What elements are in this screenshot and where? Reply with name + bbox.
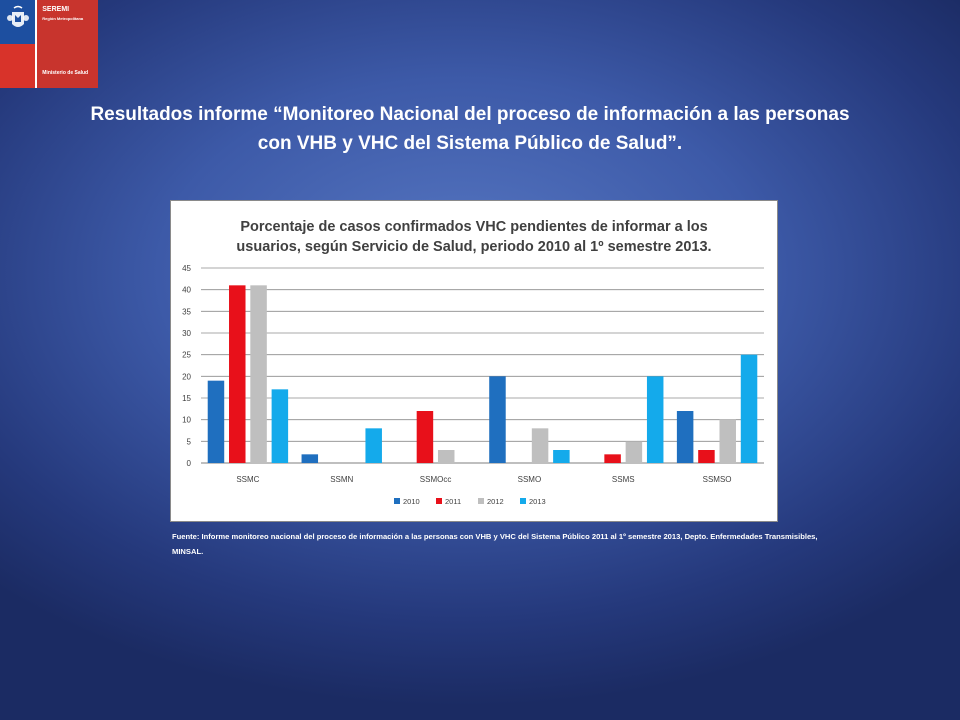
x-axis: SSMC SSMN SSMOcc SSMO SSMS SSMSO <box>236 475 731 484</box>
legend-swatch <box>436 498 442 504</box>
legend-swatch <box>394 498 400 504</box>
bar-ssmo-2013 <box>553 450 570 463</box>
logo-ministry-text: Ministerio de Salud <box>42 70 89 76</box>
y-tick-label: 35 <box>182 307 191 316</box>
logo-region-text: Región Metropolitana <box>42 16 84 21</box>
chile-coat-of-arms-icon <box>7 5 29 27</box>
bar-ssmso-2011 <box>698 450 715 463</box>
x-tick-label: SSMN <box>330 475 353 484</box>
bar-ssmo-2010 <box>489 376 506 463</box>
legend-label: 2013 <box>529 497 546 506</box>
y-tick-label: 25 <box>182 351 191 360</box>
y-tick-label: 10 <box>182 416 191 425</box>
source-note: Fuente: Informe monitoreo nacional del p… <box>172 532 818 556</box>
logo-seremi-text: SEREMI <box>42 6 70 13</box>
legend-label: 2010 <box>403 497 420 506</box>
bar-ssmc-2011 <box>229 285 246 463</box>
y-tick-label: 0 <box>187 459 192 468</box>
y-tick-label: 5 <box>187 437 192 446</box>
logo-text-panel: SEREMI Región Metropolitana Ministerio d… <box>35 0 98 88</box>
bar-ssmn-2013 <box>365 428 382 463</box>
bar-ssmso-2013 <box>740 354 758 463</box>
y-tick-label: 40 <box>182 286 191 295</box>
bar-ssmc-2012 <box>250 285 267 463</box>
chart-gridlines <box>201 267 764 464</box>
legend-swatch <box>478 498 484 504</box>
legend-label: 2011 <box>445 497 461 506</box>
bar-ssmso-2012 <box>719 419 736 463</box>
page-title: Resultados informe “Monitoreo Nacional d… <box>90 104 850 154</box>
chart-title: Porcentaje de casos confirmados VHC pend… <box>236 219 711 255</box>
bar-ssmn-2010 <box>301 454 319 463</box>
bar-chart: Porcentaje de casos confirmados VHC pend… <box>170 200 778 522</box>
chart-canvas: Porcentaje de casos confirmados VHC pend… <box>182 219 764 506</box>
bar-ssms-2013 <box>646 376 664 463</box>
y-tick-label: 15 <box>182 394 191 403</box>
x-tick-label: SSMO <box>518 475 542 484</box>
bar-ssms-2011 <box>604 454 621 463</box>
x-tick-label: SSMSO <box>703 475 732 484</box>
y-tick-label: 45 <box>182 264 191 273</box>
x-tick-label: SSMC <box>236 475 259 484</box>
bar-ssmc-2013 <box>271 389 289 463</box>
bar-ssms-2012 <box>625 441 643 463</box>
legend-item: 2010 <box>394 497 420 506</box>
bar-ssmocc-2011 <box>416 411 434 463</box>
y-axis: 0 5 10 15 20 25 30 35 40 45 <box>182 264 191 468</box>
bar-ssmocc-2012 <box>437 450 455 463</box>
chart-title-line: Porcentaje de casos confirmados VHC pend… <box>240 219 707 235</box>
legend-swatch <box>520 498 526 504</box>
legend-item: 2012 <box>478 497 504 506</box>
legend-item: 2011 <box>436 497 461 506</box>
y-tick-label: 30 <box>182 329 191 338</box>
bar-ssmso-2010 <box>676 411 694 463</box>
chart-legend: 2010 2011 2012 2013 <box>394 497 546 506</box>
logo-flag-strip <box>0 0 36 88</box>
chart-title-line: usuarios, según Servicio de Salud, perio… <box>236 239 711 255</box>
legend-label: 2012 <box>487 497 504 506</box>
seremi-logo: SEREMI Región Metropolitana Ministerio d… <box>0 0 98 88</box>
chart-bars <box>207 285 758 463</box>
y-tick-label: 20 <box>182 372 191 381</box>
bar-ssmo-2012 <box>531 428 549 463</box>
x-tick-label: SSMOcc <box>420 475 452 484</box>
legend-item: 2013 <box>520 497 546 506</box>
x-tick-label: SSMS <box>612 475 635 484</box>
bar-ssmc-2010 <box>207 380 225 463</box>
